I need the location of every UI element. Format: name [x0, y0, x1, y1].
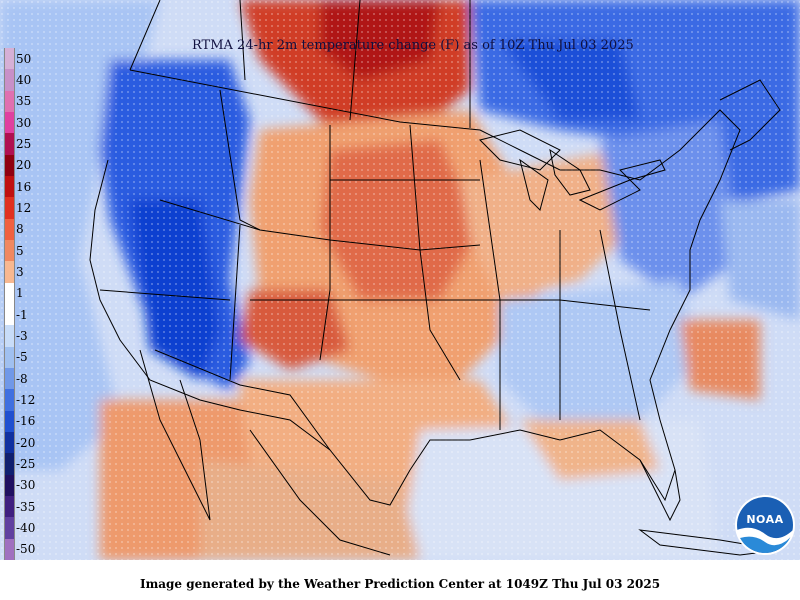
legend-label: 12 [16, 201, 32, 215]
boundary-lines [89, 0, 781, 556]
legend-label: 25 [16, 137, 32, 151]
legend-swatch [4, 304, 15, 326]
legend-swatch [4, 154, 15, 176]
legend-swatch [4, 176, 15, 198]
legend-label: 30 [16, 115, 32, 130]
legend-label: 1 [16, 286, 24, 301]
legend-label: -5 [16, 350, 28, 365]
legend-label: -25 [16, 457, 36, 471]
legend-label: 16 [16, 179, 32, 194]
legend-label: -20 [16, 435, 36, 450]
legend-swatch [4, 48, 15, 70]
legend-swatch [4, 432, 15, 454]
legend-label: -30 [16, 478, 36, 493]
legend-label: -8 [16, 371, 28, 386]
legend-swatch [4, 112, 15, 134]
legend-swatch [4, 496, 15, 518]
legend-label: -50 [16, 542, 36, 557]
legend-swatch [4, 346, 15, 368]
legend-swatch [4, 325, 15, 347]
legend-label: 50 [16, 51, 32, 66]
legend-swatch [4, 218, 15, 240]
legend-swatch [4, 368, 15, 390]
legend-swatch [4, 538, 15, 560]
legend-label: -3 [16, 329, 28, 343]
legend-swatch [4, 69, 15, 91]
legend-label: 20 [16, 158, 32, 173]
temperature-change-map [0, 0, 800, 560]
legend-label: -16 [16, 414, 36, 429]
legend-swatch [4, 517, 15, 539]
legend-label: -35 [16, 499, 36, 514]
legend-label: 35 [16, 94, 32, 109]
map-title: RTMA 24-hr 2m temperature change (F) as … [192, 38, 634, 53]
legend-label: 8 [16, 222, 24, 237]
footer-caption: Image generated by the Weather Predictio… [139, 577, 661, 591]
legend-swatch [4, 90, 15, 112]
legend-swatch [4, 240, 15, 262]
legend-swatch [4, 453, 15, 475]
legend-label: -1 [16, 307, 28, 322]
legend-swatch [4, 197, 15, 219]
legend-label: 3 [16, 265, 24, 279]
legend-swatch [4, 261, 15, 283]
legend-label: -12 [16, 393, 36, 407]
legend-swatch [4, 282, 15, 304]
legend-label: 5 [16, 243, 24, 258]
legend-label: -40 [16, 521, 36, 535]
color-legend: 50 40 35 30 25 20 16 12 8 5 3 1 -1 -3 -5 -8 -12 -16 -20 -25… [4, 48, 56, 560]
legend-swatch [4, 474, 15, 496]
legend-swatch [4, 410, 15, 432]
legend-swatch [4, 133, 15, 155]
noaa-logo-icon [735, 495, 795, 555]
legend-label: 40 [16, 73, 32, 87]
noaa-logo-text: NOAA [746, 513, 784, 526]
legend-swatch [4, 389, 15, 411]
